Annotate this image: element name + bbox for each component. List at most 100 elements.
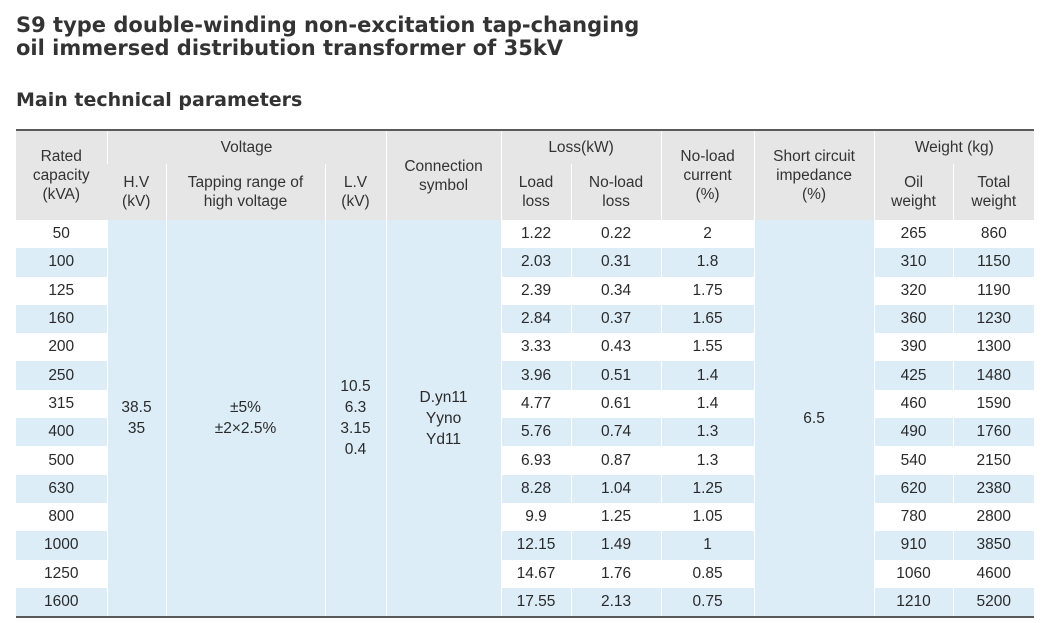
table-row: 100 2.03 0.31 1.8 310 1150 [16,248,1035,277]
cell-lv-line: 3.15 [340,420,371,438]
table-row: 800 9.9 1.25 1.05 780 2800 [16,502,1035,532]
cell-total-weight: 2380 [952,474,1035,503]
cell-load-loss: 17.55 [500,587,572,619]
cell-noload-current: 1.3 [660,446,755,475]
cell-connection-symbol: D.yn11 Yyno Yd11 [385,220,502,619]
cell-noload-loss: 1.04 [570,474,662,503]
cell-noload-loss: 1.25 [570,502,662,532]
cell-oil-weight: 460 [873,389,954,419]
cell-lv-line: 10.5 [340,378,371,396]
cell-oil-weight: 1060 [873,559,954,588]
table-row: 1000 12.15 1.49 1 910 3850 [16,531,1035,560]
cell-rated-capacity: 1600 [16,587,107,619]
cell-oil-weight: 360 [873,304,954,334]
cell-total-weight: 1760 [952,418,1035,447]
cell-oil-weight: 490 [873,418,954,447]
cell-oil-weight: 910 [873,531,954,560]
title-line-2: oil immersed distribution transformer of… [16,36,564,60]
header-lv: L.V (kV) [324,164,387,220]
header-oil-weight: Oil weight [873,164,954,220]
cell-hv-line: 35 [127,420,146,438]
cell-noload-current: 1.4 [660,361,755,390]
cell-noload-loss: 0.34 [570,276,662,305]
cell-rated-capacity: 100 [16,248,107,277]
cell-tapping-range-line: ±2×2.5% [214,420,277,438]
cell-tapping-range: ±5% ±2×2.5% [165,220,325,619]
table-row: 630 8.28 1.04 1.25 620 2380 [16,474,1035,503]
cell-noload-loss: 0.37 [570,304,662,334]
parameters-table: Rated capacity (kVA) Voltage Connection … [16,129,1035,619]
cell-total-weight: 2800 [952,502,1035,532]
cell-rated-capacity: 160 [16,304,107,334]
cell-total-weight: 1300 [952,333,1035,362]
section-heading: Main technical parameters [16,89,303,111]
cell-connection-symbol-line: Yd11 [426,430,462,448]
cell-load-loss: 1.22 [500,220,572,249]
cell-rated-capacity: 500 [16,446,107,475]
cell-total-weight: 860 [952,220,1035,249]
cell-lv: 10.5 6.3 3.15 0.4 [324,220,387,619]
cell-total-weight: 4600 [952,559,1035,588]
cell-load-loss: 9.9 [500,502,572,532]
cell-noload-loss: 0.31 [570,248,662,277]
header-noload-current: No-load current (%) [660,129,755,220]
header-tapping-range: Tapping range of high voltage [165,164,325,220]
cell-load-loss: 8.28 [500,474,572,503]
cell-load-loss: 5.76 [500,418,572,447]
cell-oil-weight: 1210 [873,587,954,619]
header-load-loss: Load loss [500,164,572,220]
header-hv: H.V (kV) [107,164,166,220]
cell-load-loss: 2.84 [500,304,572,334]
cell-rated-capacity: 400 [16,418,107,447]
cell-hv-line: 38.5 [121,399,152,417]
cell-total-weight: 1590 [952,389,1035,419]
cell-noload-current: 1.25 [660,474,755,503]
table-row: 250 3.96 0.51 1.4 425 1480 [16,361,1035,390]
cell-total-weight: 1150 [952,248,1035,277]
cell-noload-current: 1.05 [660,502,755,532]
cell-load-loss: 2.39 [500,276,572,305]
cell-rated-capacity: 200 [16,333,107,362]
cell-noload-current: 1.55 [660,333,755,362]
cell-total-weight: 2150 [952,446,1035,475]
cell-noload-loss: 0.22 [570,220,662,249]
cell-oil-weight: 320 [873,276,954,305]
cell-load-loss: 3.33 [500,333,572,362]
table-row: 315 4.77 0.61 1.4 460 1590 [16,389,1035,419]
cell-load-loss: 2.03 [500,248,572,277]
cell-hv: 38.5 35 [106,220,166,619]
cell-lv-line: 6.3 [344,399,367,417]
table-row: 160 2.84 0.37 1.65 360 1230 [16,304,1035,334]
cell-oil-weight: 540 [873,446,954,475]
cell-noload-loss: 0.51 [570,361,662,390]
cell-rated-capacity: 800 [16,502,107,532]
cell-oil-weight: 310 [873,248,954,277]
cell-lv-line: 0.4 [344,441,367,459]
cell-total-weight: 1190 [952,276,1035,305]
cell-noload-current: 2 [660,220,755,249]
cell-noload-loss: 1.76 [570,559,662,588]
cell-rated-capacity: 1250 [16,559,107,588]
cell-oil-weight: 390 [873,333,954,362]
header-weight: Weight (kg) [873,129,1035,164]
cell-noload-current: 1 [660,531,755,560]
title-line-1: S9 type double-winding non-excitation ta… [16,13,640,37]
table-row: 500 6.93 0.87 1.3 540 2150 [16,446,1035,475]
header-connection-symbol: Connection symbol [385,129,502,220]
cell-noload-current: 0.75 [660,587,755,619]
cell-noload-current: 1.8 [660,248,755,277]
cell-total-weight: 3850 [952,531,1035,560]
cell-oil-weight: 265 [873,220,954,249]
cell-noload-loss: 0.43 [570,333,662,362]
cell-noload-loss: 0.74 [570,418,662,447]
header-voltage: Voltage [106,129,387,164]
cell-load-loss: 6.93 [500,446,572,475]
cell-oil-weight: 620 [873,474,954,503]
cell-noload-loss: 0.87 [570,446,662,475]
cell-connection-symbol-line: Yyno [425,409,462,427]
cell-total-weight: 1480 [952,361,1035,390]
cell-total-weight: 5200 [952,587,1035,619]
table-row: 1250 14.67 1.76 0.85 1060 4600 [16,559,1035,588]
cell-load-loss: 12.15 [500,531,572,560]
cell-oil-weight: 780 [873,502,954,532]
